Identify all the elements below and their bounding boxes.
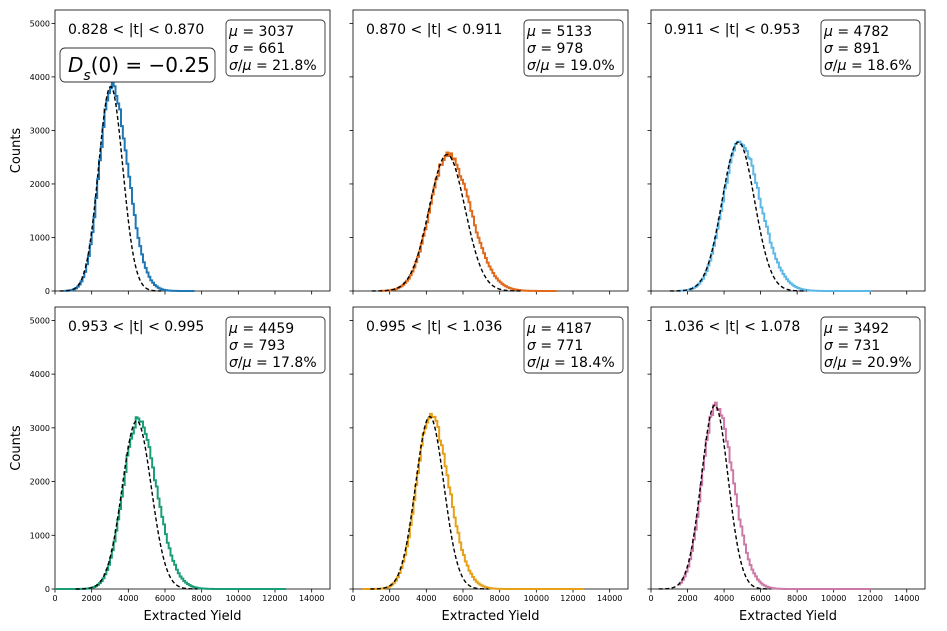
sigma-value: σ = 771 [527,338,583,354]
x-tick-label: 2000 [81,594,101,603]
bin-range-label: 1.036 < |t| < 1.078 [664,319,800,335]
stats-box [820,316,921,374]
histogram-series [55,416,286,590]
y-axis-label: Counts [9,128,24,174]
stats-box [523,19,624,77]
sigma-value: σ = 731 [824,338,880,354]
y-tick-label: 2000 [30,180,50,189]
x-tick-label: 6000 [453,594,473,603]
x-tick-label: 10000 [821,594,846,603]
gaussian-fit-line [658,404,771,590]
x-tick-label: 14000 [597,594,622,603]
gaussian-fit-line [59,85,161,292]
x-axis-label: Extracted Yield [144,609,242,624]
mu-value: μ = 4187 [526,321,592,337]
mu-value: μ = 4459 [228,321,294,337]
histogram-series [64,81,195,292]
x-tick-label: 12000 [857,594,882,603]
histogram-series [380,151,557,292]
relative-width-value: σ/μ = 19.0% [527,58,615,74]
relative-width-value: σ/μ = 18.4% [527,355,615,371]
x-tick-label: 4000 [416,594,436,603]
y-tick-label: 3000 [30,126,50,135]
ds-annotation: Ds(0) = −0.25 [68,53,210,84]
y-tick-label: 1000 [30,233,50,242]
x-tick-label: 2000 [677,594,697,603]
panel-1: 0 1000 2000 3000 4000 5000 Counts 0.828 < |t| <… [9,9,331,296]
bin-range-label: 0.828 < |t| < 0.870 [68,22,204,38]
sigma-value: σ = 891 [824,41,880,57]
gaussian-fit-line [669,141,807,292]
plot-frame [650,9,926,292]
y-tick-label: 0 [45,585,50,594]
x-tick-label: 10000 [226,594,251,603]
y-tick-label: 2000 [30,478,50,487]
x-tick-label: 8000 [787,594,807,603]
mu-value: μ = 4782 [823,24,889,40]
ds-annotation-box [59,47,216,83]
plot-frame [54,306,331,590]
x-tick-label: 0 [648,594,653,603]
x-tick-label: 14000 [894,594,919,603]
y-tick-label: 5000 [30,19,50,28]
x-tick-label: 2000 [379,594,399,603]
x-tick-label: 4000 [118,594,138,603]
y-axis-label: Counts [9,425,24,471]
y-tick-label: 1000 [30,531,50,540]
x-tick-label: 8000 [191,594,211,603]
x-axis-label: Extracted Yield [739,609,837,624]
stats-box [523,316,624,374]
bin-range-label: 0.953 < |t| < 0.995 [68,319,204,335]
plot-frame [352,9,629,292]
y-tick-label: 3000 [30,424,50,433]
x-axis-label: Extracted Yield [442,609,540,624]
histogram-series [362,412,584,590]
x-tick-label: 6000 [750,594,770,603]
stats-box [225,316,326,374]
sigma-value: σ = 793 [229,338,285,354]
x-tick-label: 4000 [714,594,734,603]
x-tick-label: 10000 [524,594,549,603]
panel-6: 0 2000 4000 6000 8000 10000 12000 14000 Extracte… [647,306,926,624]
histogram-series [678,140,873,292]
panel-4: 0 2000 4000 6000 8000 10000 12000 14000 0 1000 200… [9,306,331,624]
x-tick-label: 0 [350,594,355,603]
x-tick-label: 12000 [262,594,287,603]
stats-box [225,19,326,77]
y-tick-label: 5000 [30,316,50,325]
x-tick-label: 6000 [155,594,175,603]
gaussian-fit-line [371,153,523,292]
panel-5: 0 2000 4000 6000 8000 10000 12000 14000 Extracte… [349,306,629,624]
x-tick-label: 0 [52,594,57,603]
bin-range-label: 0.995 < |t| < 1.036 [366,319,502,335]
y-tick-label: 0 [45,287,50,296]
x-tick-label: 12000 [560,594,585,603]
relative-width-value: σ/μ = 17.8% [229,355,317,371]
relative-width-value: σ/μ = 21.8% [229,58,317,74]
y-tick-label: 4000 [30,73,50,82]
mu-value: μ = 5133 [526,24,592,40]
sigma-value: σ = 978 [527,41,583,57]
mu-value: μ = 3492 [823,321,889,337]
gaussian-fit-line [75,420,198,590]
relative-width-value: σ/μ = 18.6% [824,58,912,74]
x-tick-label: 8000 [489,594,509,603]
y-tick-label: 4000 [30,370,50,379]
bin-range-label: 0.870 < |t| < 0.911 [366,22,502,38]
sigma-value: σ = 661 [229,41,285,57]
stats-box [820,19,921,77]
x-tick-label: 14000 [299,594,324,603]
relative-width-value: σ/μ = 20.9% [824,355,912,371]
gaussian-fit-line [370,415,489,590]
mu-value: μ = 3037 [228,24,294,40]
bin-range-label: 0.911 < |t| < 0.953 [664,22,800,38]
